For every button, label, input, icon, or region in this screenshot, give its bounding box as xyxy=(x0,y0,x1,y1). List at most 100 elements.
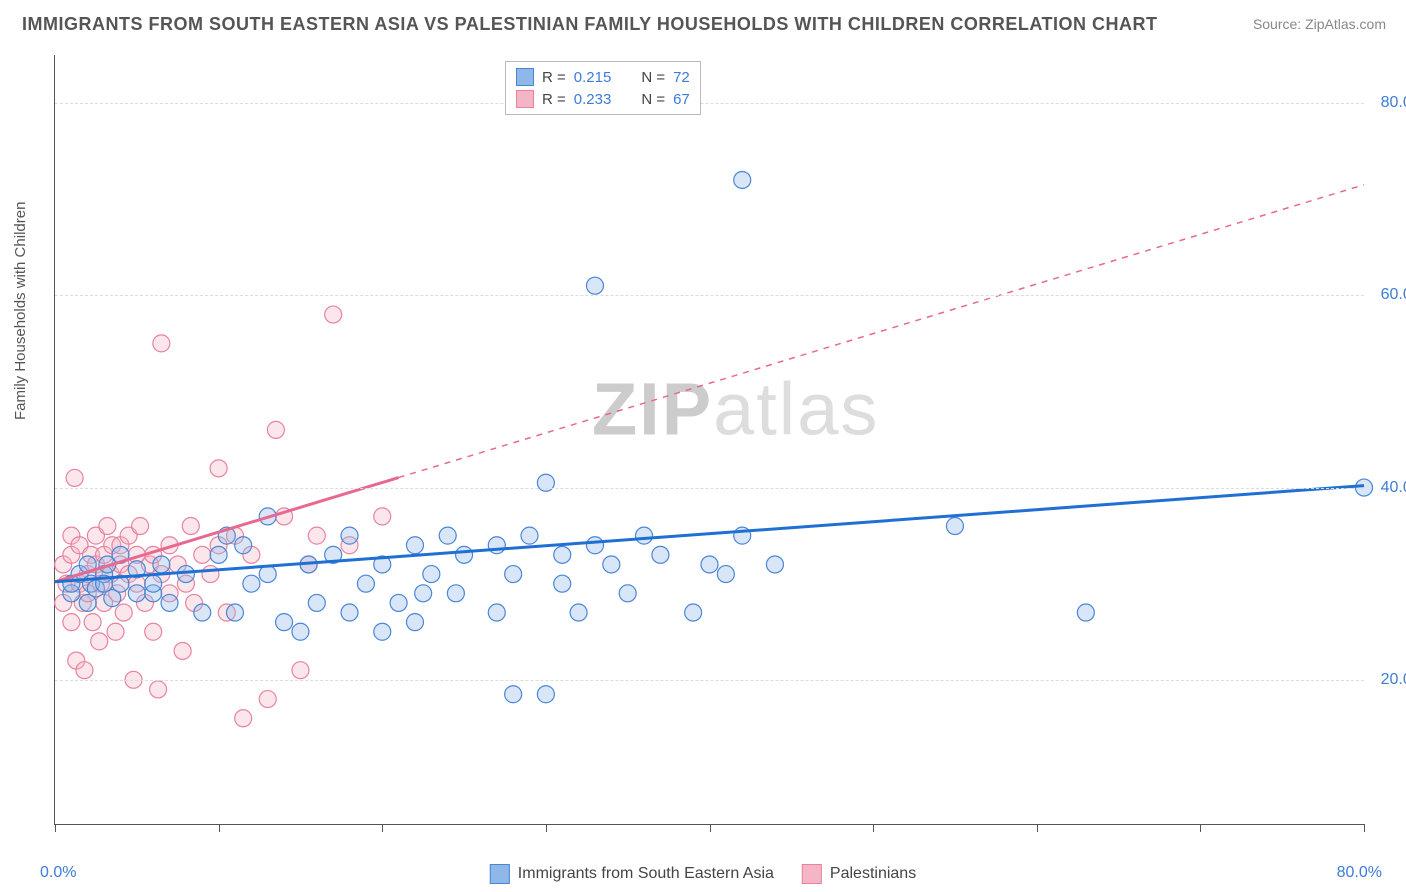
y-tick-label: 40.0% xyxy=(1381,479,1406,497)
data-point xyxy=(202,566,219,583)
data-point xyxy=(537,686,554,703)
data-point xyxy=(603,556,620,573)
data-point xyxy=(292,662,309,679)
x-tick xyxy=(1200,824,1201,832)
data-point xyxy=(341,604,358,621)
data-point xyxy=(447,585,464,602)
data-point xyxy=(521,527,538,544)
series-legend: Immigrants from South Eastern Asia Palest… xyxy=(490,864,916,884)
data-point xyxy=(734,171,751,188)
n-label: N = xyxy=(641,91,665,108)
x-tick xyxy=(55,824,56,832)
x-axis-min-label: 0.0% xyxy=(40,864,76,882)
trend-line xyxy=(399,185,1364,478)
data-point xyxy=(766,556,783,573)
data-point xyxy=(150,681,167,698)
data-point xyxy=(235,537,252,554)
legend-item: Immigrants from South Eastern Asia xyxy=(490,864,774,884)
data-point xyxy=(174,642,191,659)
data-point xyxy=(701,556,718,573)
r-label: R = xyxy=(542,69,566,86)
chart-title: IMMIGRANTS FROM SOUTH EASTERN ASIA VS PA… xyxy=(22,14,1158,35)
data-point xyxy=(308,527,325,544)
data-point xyxy=(132,518,149,535)
legend-swatch xyxy=(516,68,534,86)
x-tick xyxy=(219,824,220,832)
gridline xyxy=(55,103,1364,104)
data-point xyxy=(153,335,170,352)
legend-item: Palestinians xyxy=(802,864,916,884)
data-point xyxy=(570,604,587,621)
data-point xyxy=(488,604,505,621)
data-point xyxy=(145,623,162,640)
y-tick-label: 20.0% xyxy=(1381,671,1406,689)
data-point xyxy=(161,594,178,611)
gridline xyxy=(55,488,1364,489)
data-point xyxy=(374,508,391,525)
data-point xyxy=(259,691,276,708)
data-point xyxy=(685,604,702,621)
data-point xyxy=(554,546,571,563)
data-point xyxy=(84,614,101,631)
data-point xyxy=(235,710,252,727)
data-point xyxy=(194,604,211,621)
n-value: 67 xyxy=(673,91,690,108)
data-point xyxy=(1077,604,1094,621)
data-point xyxy=(267,421,284,438)
data-point xyxy=(153,556,170,573)
data-point xyxy=(505,566,522,583)
y-tick-label: 60.0% xyxy=(1381,286,1406,304)
r-value: 0.215 xyxy=(574,69,612,86)
data-point xyxy=(390,594,407,611)
data-point xyxy=(63,614,80,631)
data-point xyxy=(717,566,734,583)
data-point xyxy=(308,594,325,611)
x-tick xyxy=(382,824,383,832)
data-point xyxy=(226,604,243,621)
x-axis-max-label: 80.0% xyxy=(1337,864,1382,882)
data-point xyxy=(619,585,636,602)
data-point xyxy=(91,633,108,650)
data-point xyxy=(66,469,83,486)
y-tick-label: 80.0% xyxy=(1381,94,1406,112)
n-label: N = xyxy=(641,69,665,86)
x-tick xyxy=(710,824,711,832)
data-point xyxy=(210,546,227,563)
data-point xyxy=(243,575,260,592)
legend-swatch xyxy=(802,864,822,884)
data-point xyxy=(374,623,391,640)
data-point xyxy=(415,585,432,602)
data-point xyxy=(554,575,571,592)
data-point xyxy=(537,474,554,491)
data-point xyxy=(76,662,93,679)
data-point xyxy=(276,614,293,631)
data-point xyxy=(946,518,963,535)
x-tick xyxy=(873,824,874,832)
data-point xyxy=(505,686,522,703)
data-point xyxy=(439,527,456,544)
r-value: 0.233 xyxy=(574,91,612,108)
data-point xyxy=(325,306,342,323)
data-point xyxy=(107,623,124,640)
data-point xyxy=(145,575,162,592)
y-axis-label: Family Households with Children xyxy=(12,202,29,420)
legend-row: R = 0.233N = 67 xyxy=(516,90,690,108)
data-point xyxy=(292,623,309,640)
x-tick xyxy=(1364,824,1365,832)
data-point xyxy=(586,277,603,294)
n-value: 72 xyxy=(673,69,690,86)
data-point xyxy=(128,585,145,602)
data-point xyxy=(341,527,358,544)
x-tick xyxy=(1037,824,1038,832)
data-point xyxy=(406,614,423,631)
source-text: Source: ZipAtlas.com xyxy=(1253,16,1386,32)
data-point xyxy=(357,575,374,592)
data-point xyxy=(636,527,653,544)
gridline xyxy=(55,680,1364,681)
data-point xyxy=(194,546,211,563)
legend-label: Palestinians xyxy=(830,865,916,883)
data-point xyxy=(423,566,440,583)
data-point xyxy=(652,546,669,563)
correlation-legend: R = 0.215N = 72R = 0.233N = 67 xyxy=(505,61,701,115)
plot-area: ZIPatlas R = 0.215N = 72R = 0.233N = 67 … xyxy=(54,55,1364,825)
